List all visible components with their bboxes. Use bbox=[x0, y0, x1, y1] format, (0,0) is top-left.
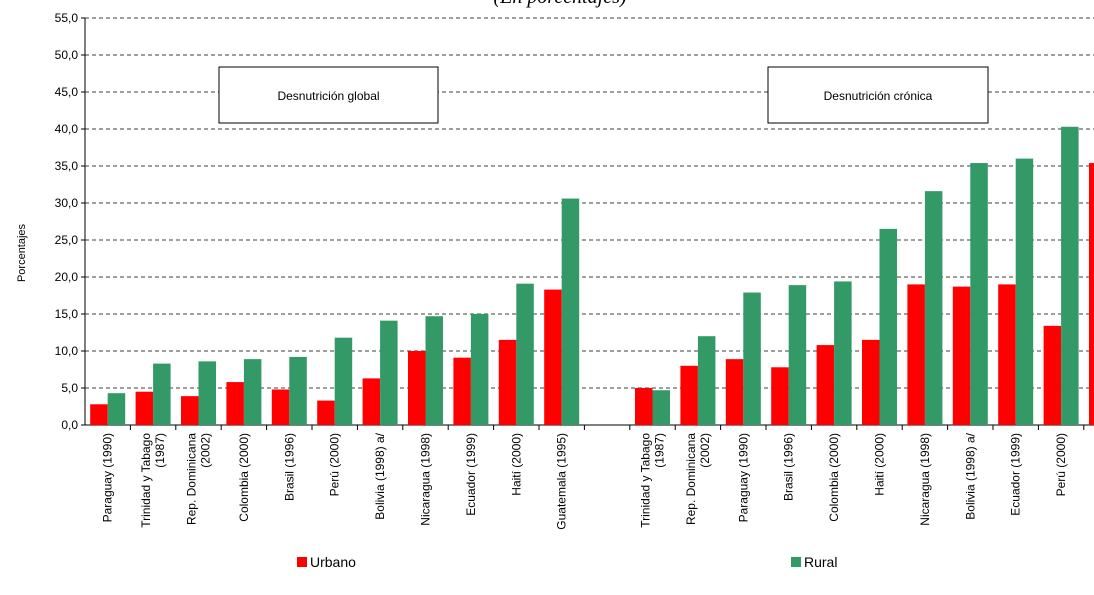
category-label: Haití (2000) bbox=[509, 433, 523, 496]
bar-rural bbox=[697, 336, 716, 425]
category-label: Ecuador (1999) bbox=[464, 433, 478, 516]
panel-label-box bbox=[767, 66, 989, 124]
bar-urbano bbox=[998, 284, 1016, 425]
bar-urbano bbox=[725, 359, 744, 425]
bar-rural bbox=[1015, 158, 1034, 425]
bar-rural bbox=[243, 359, 262, 425]
bar-urbano bbox=[271, 389, 290, 425]
y-tick-label: 20,0 bbox=[55, 270, 79, 284]
bar-rural bbox=[652, 390, 670, 425]
y-tick-label: 30,0 bbox=[55, 196, 79, 210]
y-tick-label: 45,0 bbox=[55, 85, 79, 99]
y-tick-label: 5,0 bbox=[61, 381, 78, 395]
bar-rural bbox=[289, 356, 307, 425]
y-tick-label: 50,0 bbox=[55, 48, 79, 62]
bar-urbano bbox=[680, 365, 698, 425]
bar-urbano bbox=[90, 404, 108, 425]
bar-rural bbox=[516, 283, 534, 425]
bar-urbano bbox=[408, 351, 426, 425]
category-label: Nicaragua (1998) bbox=[918, 433, 932, 526]
legend-item-rural: Rural bbox=[791, 554, 837, 570]
bar-urbano bbox=[1089, 163, 1094, 426]
bar-urbano bbox=[317, 400, 335, 425]
category-label: Nicaragua (1998) bbox=[419, 433, 433, 526]
bar-rural bbox=[879, 228, 897, 425]
category-label: Brasil (1996) bbox=[782, 433, 796, 501]
legend-swatch-urbano bbox=[297, 557, 307, 567]
category-label: Perú (2000) bbox=[1054, 433, 1068, 496]
bar-urbano bbox=[226, 382, 244, 425]
legend-item-urbano: Urbano bbox=[297, 554, 356, 570]
category-label: Perú (2000) bbox=[328, 433, 342, 496]
y-tick-label: 55,0 bbox=[55, 11, 79, 25]
chart-subtitle: (En porcentajes) bbox=[400, 0, 720, 9]
bar-rural bbox=[834, 281, 852, 425]
category-label: Paraguay (1990) bbox=[736, 433, 750, 522]
panel-label-box bbox=[218, 66, 439, 124]
bar-rural bbox=[198, 361, 216, 425]
bar-urbano bbox=[771, 367, 789, 425]
bar-urbano bbox=[907, 284, 925, 425]
panel-label: Desnutrición crónica bbox=[824, 89, 933, 103]
category-label: Rep. Dominicana(2002) bbox=[684, 433, 712, 525]
category-label: Brasil (1996) bbox=[282, 433, 296, 501]
bar-rural bbox=[425, 316, 443, 425]
category-label: Haití (2000) bbox=[873, 433, 887, 496]
bar-urbano bbox=[544, 289, 562, 425]
category-label: Paraguay (1990) bbox=[101, 433, 115, 522]
y-tick-label: 15,0 bbox=[55, 307, 79, 321]
legend-label-urbano: Urbano bbox=[310, 554, 356, 570]
y-tick-label: 0,0 bbox=[61, 418, 78, 432]
y-tick-label: 10,0 bbox=[55, 344, 79, 358]
bar-rural bbox=[924, 191, 943, 425]
y-tick-label: 25,0 bbox=[55, 233, 79, 247]
category-label: Guatemala (1995) bbox=[555, 433, 569, 530]
legend-label-rural: Rural bbox=[804, 554, 838, 570]
bar-rural bbox=[334, 337, 353, 425]
bar-urbano bbox=[635, 388, 653, 425]
category-label: Ecuador (1999) bbox=[1009, 433, 1023, 516]
bar-urbano bbox=[952, 286, 971, 425]
y-tick-label: 35,0 bbox=[55, 159, 79, 173]
category-label: Trinidad y Tabago(1987) bbox=[139, 433, 167, 528]
bar-rural bbox=[743, 292, 761, 425]
bar-rural bbox=[970, 163, 988, 426]
bar-urbano bbox=[862, 339, 880, 425]
bar-urbano bbox=[453, 357, 471, 425]
category-label: Colombia (2000) bbox=[827, 433, 841, 522]
bar-rural bbox=[107, 393, 126, 425]
y-tick-label: 40,0 bbox=[55, 122, 79, 136]
bar-urbano bbox=[362, 378, 381, 425]
bar-urbano bbox=[135, 391, 154, 425]
category-label: Rep. Dominicana(2002) bbox=[185, 433, 213, 525]
bar-rural bbox=[470, 314, 489, 425]
bar-rural bbox=[1061, 126, 1079, 425]
bar-rural bbox=[153, 363, 171, 425]
category-label: Trinidad y Tabago(1987) bbox=[639, 433, 667, 528]
category-label: Bolivia (1998) a/ bbox=[963, 432, 977, 519]
category-label: Colombia (2000) bbox=[237, 433, 251, 522]
bar-rural bbox=[561, 198, 580, 425]
legend-swatch-rural bbox=[791, 557, 801, 567]
bar-rural bbox=[380, 320, 398, 425]
category-label: Bolivia (1998) a/ bbox=[373, 432, 387, 519]
bar-rural bbox=[788, 285, 807, 425]
bar-urbano bbox=[1043, 325, 1062, 425]
bar-urbano bbox=[181, 396, 199, 425]
panel-label: Desnutrición global bbox=[277, 89, 379, 103]
bar-urbano bbox=[816, 345, 835, 425]
bar-urbano bbox=[498, 339, 517, 425]
